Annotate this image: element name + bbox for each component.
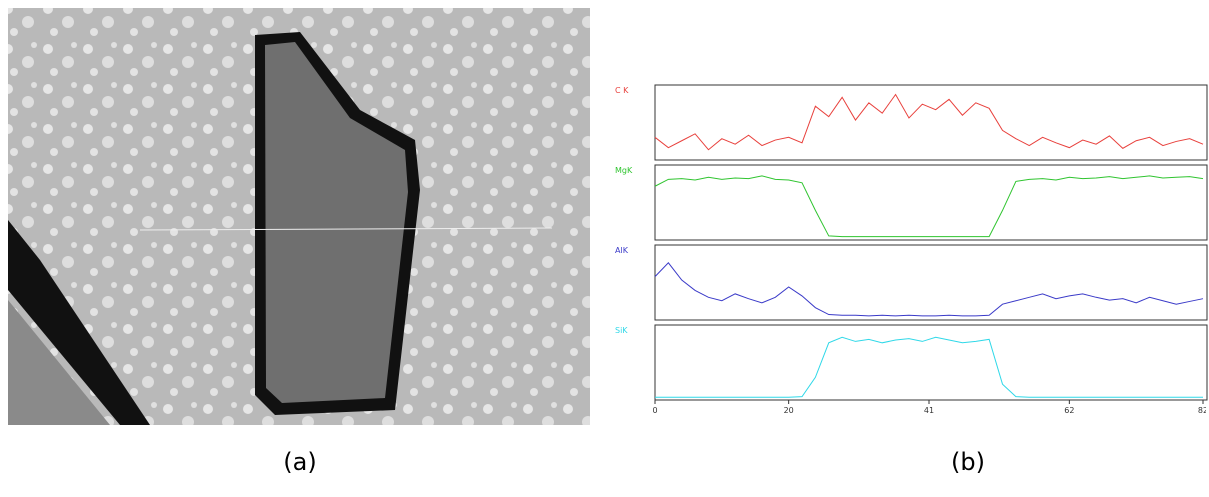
series-line [654, 93, 1204, 151]
x-tick-label: 20 [784, 406, 794, 415]
caption: (a) [283, 448, 316, 476]
series-label: C K [615, 86, 629, 95]
panel-frame [654, 84, 1208, 161]
x-tick-label: 82 [1198, 406, 1208, 415]
sem-image [8, 8, 590, 425]
panel-frame [654, 164, 1208, 241]
panel-frame [654, 324, 1208, 401]
series-label: AlK [615, 246, 629, 255]
x-tick-label: 62 [1064, 406, 1074, 415]
series-line [654, 262, 1204, 317]
caption: (b) [951, 448, 985, 476]
series-label: MgK [615, 166, 633, 175]
panel-frame [654, 244, 1208, 321]
series-label: SiK [615, 326, 628, 335]
x-axis: 0 20 41 62 82 [652, 400, 1208, 415]
x-tick-label: 0 [652, 406, 657, 415]
series-line [654, 175, 1204, 238]
series-line [655, 336, 1203, 398]
x-tick-label: 41 [924, 406, 934, 415]
